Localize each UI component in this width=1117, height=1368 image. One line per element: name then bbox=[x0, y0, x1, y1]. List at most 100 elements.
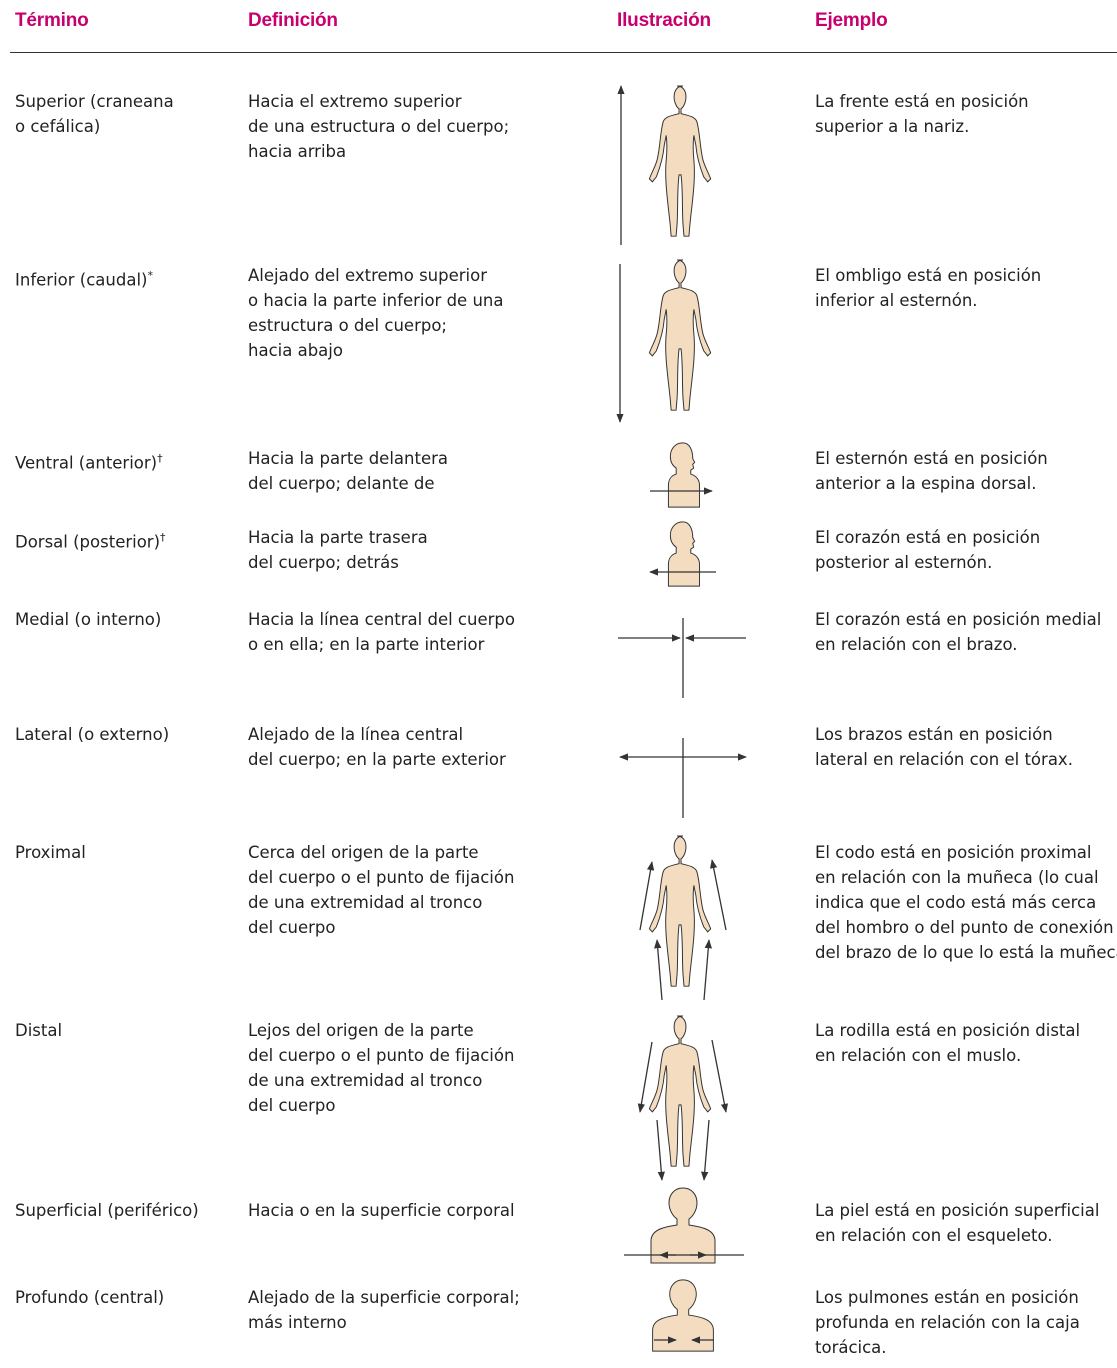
example-cell: El corazón está en posición posterior al … bbox=[815, 525, 1117, 575]
example-line: El corazón está en posición medial bbox=[815, 610, 1102, 629]
example-line: Los pulmones están en posición bbox=[815, 1288, 1079, 1307]
example-line: La rodilla está en posición distal bbox=[815, 1021, 1081, 1040]
column-header: Ilustración bbox=[617, 10, 711, 31]
definition-cell: Hacia la parte trasera del cuerpo; detrás bbox=[248, 525, 598, 575]
footnote-mark: † bbox=[157, 452, 163, 465]
term-cell: Superior (craneana o cefálica) bbox=[15, 89, 235, 139]
example-line: El esternón está en posición bbox=[815, 449, 1048, 468]
definition-line: Hacia el extremo superior bbox=[248, 92, 462, 111]
definition-cell: Hacia la línea central del cuerpo o en el… bbox=[248, 607, 598, 657]
example-line: inferior al esternón. bbox=[815, 291, 978, 310]
definition-line: de una extremidad al tronco bbox=[248, 1071, 483, 1090]
definition-line: Hacia la línea central del cuerpo bbox=[248, 610, 515, 629]
definition-line: del cuerpo o el punto de fijación bbox=[248, 1046, 515, 1065]
term-line: Inferior (caudal)* bbox=[15, 269, 153, 290]
definition-line: del cuerpo o el punto de fijación bbox=[248, 868, 515, 887]
example-cell: La rodilla está en posición distal en rel… bbox=[815, 1018, 1117, 1068]
definition-line: más interno bbox=[248, 1313, 347, 1332]
term-line: Lateral (o externo) bbox=[15, 725, 170, 744]
definition-cell: Hacia la parte delantera del cuerpo; dela… bbox=[248, 446, 598, 496]
example-cell: El ombligo está en posición inferior al e… bbox=[815, 263, 1117, 313]
term-cell: Ventral (anterior)† bbox=[15, 446, 235, 476]
definition-line: o en ella; en la parte interior bbox=[248, 635, 485, 654]
example-cell: La piel está en posición superficial en r… bbox=[815, 1198, 1117, 1248]
example-line: en relación con la muñeca (lo cual bbox=[815, 868, 1099, 887]
definition-line: estructura o del cuerpo; bbox=[248, 316, 447, 335]
definition-line: Lejos del origen de la parte bbox=[248, 1021, 474, 1040]
example-line: lateral en relación con el tórax. bbox=[815, 750, 1073, 769]
example-line: anterior a la espina dorsal. bbox=[815, 474, 1037, 493]
term-line: Superficial (periférico) bbox=[15, 1201, 199, 1220]
term-line: Dorsal (posterior)† bbox=[15, 531, 166, 552]
example-line: posterior al esternón. bbox=[815, 553, 993, 572]
definition-line: de una extremidad al tronco bbox=[248, 893, 483, 912]
example-line: superior a la nariz. bbox=[815, 117, 970, 136]
definition-cell: Hacia el extremo superior de una estructu… bbox=[248, 89, 598, 164]
example-line: El codo está en posición proximal bbox=[815, 843, 1092, 862]
term-line: Ventral (anterior)† bbox=[15, 452, 163, 473]
example-cell: El corazón está en posición medial en rel… bbox=[815, 607, 1117, 657]
term-line: Profundo (central) bbox=[15, 1288, 165, 1307]
column-header: Ejemplo bbox=[815, 10, 888, 31]
term-cell: Superficial (periférico) bbox=[15, 1198, 235, 1223]
example-line: en relación con el brazo. bbox=[815, 635, 1018, 654]
term-cell: Inferior (caudal)* bbox=[15, 263, 235, 293]
term-line: Medial (o interno) bbox=[15, 610, 162, 629]
definition-line: del cuerpo bbox=[248, 1096, 336, 1115]
example-line: del brazo de lo que lo está la muñeca). bbox=[815, 943, 1117, 962]
column-header: Término bbox=[15, 10, 89, 31]
example-cell: El codo está en posición proximal en rela… bbox=[815, 840, 1117, 965]
definition-line: Hacia la parte trasera bbox=[248, 528, 428, 547]
example-line: torácica. bbox=[815, 1338, 887, 1357]
definition-cell: Cerca del origen de la parte del cuerpo o… bbox=[248, 840, 598, 940]
example-line: El ombligo está en posición bbox=[815, 266, 1042, 285]
definition-line: Alejado de la superficie corporal; bbox=[248, 1288, 520, 1307]
example-line: en relación con el muslo. bbox=[815, 1046, 1022, 1065]
example-cell: El esternón está en posición anterior a l… bbox=[815, 446, 1117, 496]
definition-line: hacia abajo bbox=[248, 341, 343, 360]
example-line: en relación con el esqueleto. bbox=[815, 1226, 1053, 1245]
example-line: La frente está en posición bbox=[815, 92, 1029, 111]
definition-line: Hacia o en la superficie corporal bbox=[248, 1201, 515, 1220]
term-cell: Dorsal (posterior)† bbox=[15, 525, 235, 555]
definition-cell: Alejado del extremo superior o hacia la p… bbox=[248, 263, 598, 363]
term-line: o cefálica) bbox=[15, 117, 101, 136]
example-cell: Los brazos están en posición lateral en r… bbox=[815, 722, 1117, 772]
definition-line: o hacia la parte inferior de una bbox=[248, 291, 504, 310]
term-cell: Profundo (central) bbox=[15, 1285, 235, 1310]
example-line: del hombro o del punto de conexión bbox=[815, 918, 1114, 937]
term-line: Proximal bbox=[15, 843, 86, 862]
term-cell: Distal bbox=[15, 1018, 235, 1043]
example-cell: La frente está en posición superior a la … bbox=[815, 89, 1117, 139]
definition-line: de una estructura o del cuerpo; bbox=[248, 117, 510, 136]
definition-line: del cuerpo; detrás bbox=[248, 553, 399, 572]
term-cell: Medial (o interno) bbox=[15, 607, 235, 632]
term-line: Distal bbox=[15, 1021, 63, 1040]
definition-line: Cerca del origen de la parte bbox=[248, 843, 479, 862]
definition-line: Alejado de la línea central bbox=[248, 725, 464, 744]
example-cell: Los pulmones están en posición profunda e… bbox=[815, 1285, 1117, 1360]
definition-cell: Alejado de la superficie corporal; más in… bbox=[248, 1285, 598, 1335]
definition-line: Hacia la parte delantera bbox=[248, 449, 448, 468]
definition-cell: Lejos del origen de la parte del cuerpo o… bbox=[248, 1018, 598, 1118]
definition-cell: Hacia o en la superficie corporal bbox=[248, 1198, 598, 1223]
term-cell: Proximal bbox=[15, 840, 235, 865]
example-line: La piel está en posición superficial bbox=[815, 1201, 1100, 1220]
example-line: El corazón está en posición bbox=[815, 528, 1041, 547]
definition-line: hacia arriba bbox=[248, 142, 347, 161]
column-header: Definición bbox=[248, 10, 338, 31]
definition-line: del cuerpo; delante de bbox=[248, 474, 435, 493]
footnote-mark: * bbox=[147, 269, 153, 282]
term-cell: Lateral (o externo) bbox=[15, 722, 235, 747]
example-line: indica que el codo está más cerca bbox=[815, 893, 1097, 912]
header-rule bbox=[10, 52, 1117, 53]
term-line: Superior (craneana bbox=[15, 92, 174, 111]
definition-line: del cuerpo bbox=[248, 918, 336, 937]
footnote-mark: † bbox=[160, 531, 166, 544]
example-line: Los brazos están en posición bbox=[815, 725, 1053, 744]
example-line: profunda en relación con la caja bbox=[815, 1313, 1080, 1332]
definition-line: Alejado del extremo superior bbox=[248, 266, 487, 285]
definition-line: del cuerpo; en la parte exterior bbox=[248, 750, 506, 769]
